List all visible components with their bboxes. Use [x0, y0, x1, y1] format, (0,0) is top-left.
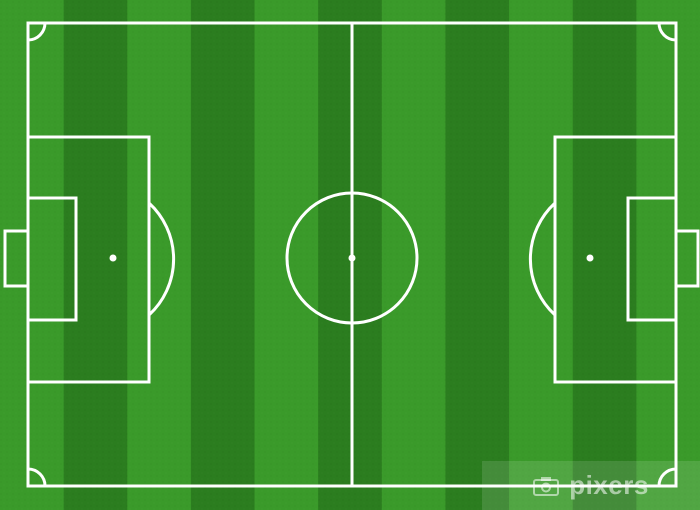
watermark: pixers — [482, 461, 700, 510]
left-goal — [3, 229, 30, 288]
spots — [109, 254, 594, 262]
corner-arc-bottom-left — [27, 467, 47, 487]
right-goal — [674, 229, 700, 288]
corner-arc-top-right — [657, 22, 677, 42]
camera-icon — [533, 476, 560, 496]
center-spot — [348, 254, 356, 262]
corner-arc-top-left — [27, 22, 47, 42]
right-penalty-spot — [586, 254, 594, 262]
watermark-text: pixers — [569, 470, 649, 500]
left-penalty-arc — [147, 201, 176, 317]
left-penalty-spot — [109, 254, 117, 262]
right-penalty-arc — [528, 201, 557, 317]
center-circle — [285, 191, 419, 325]
corner-arc-bottom-right — [657, 467, 677, 487]
